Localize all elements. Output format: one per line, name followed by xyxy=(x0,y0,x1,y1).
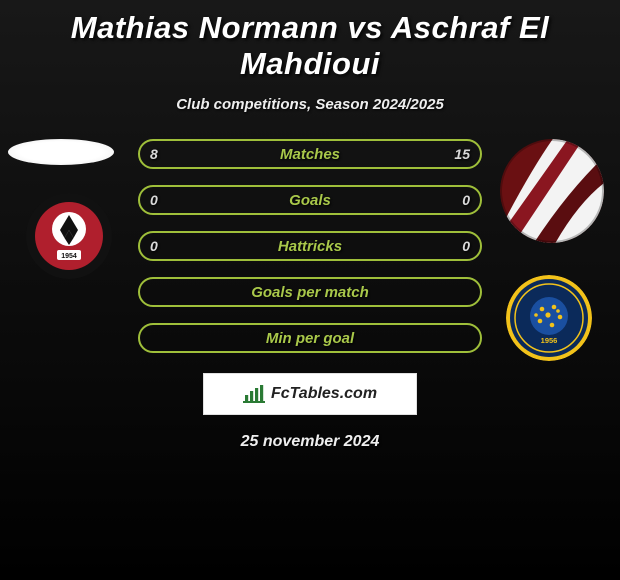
stat-row: 0 Hattricks 0 xyxy=(138,231,482,261)
club2-year: 1956 xyxy=(541,336,558,345)
stat-label: Hattricks xyxy=(278,238,342,255)
brand-box: FcTables.com xyxy=(203,373,417,415)
stat-left-value: 0 xyxy=(150,192,158,208)
stat-label: Goals xyxy=(289,192,331,209)
stat-label: Goals per match xyxy=(251,284,369,301)
page-title: Mathias Normann vs Aschraf El Mahdioui xyxy=(0,0,620,82)
stat-row: 8 Matches 15 xyxy=(138,139,482,169)
bar-chart-icon xyxy=(243,385,265,403)
stat-left-value: 8 xyxy=(150,146,158,162)
comparison-area: 1954 1956 8 Matches 15 0 Goals 0 0 Hattricks 0 Go… xyxy=(0,139,620,369)
stat-left-value: 0 xyxy=(150,238,158,254)
stat-row: Min per goal xyxy=(138,323,482,353)
club2-badge: 1956 xyxy=(506,275,592,361)
date-line: 25 november 2024 xyxy=(0,433,620,451)
subtitle: Club competitions, Season 2024/2025 xyxy=(0,96,620,113)
stat-row: 0 Goals 0 xyxy=(138,185,482,215)
stat-rows: 8 Matches 15 0 Goals 0 0 Hattricks 0 Goals per ma… xyxy=(138,139,482,369)
stat-label: Min per goal xyxy=(266,330,354,347)
stat-right-value: 0 xyxy=(462,192,470,208)
player2-avatar xyxy=(500,139,604,243)
brand-text: FcTables.com xyxy=(271,385,377,403)
stat-right-value: 0 xyxy=(462,238,470,254)
stat-label: Matches xyxy=(280,146,340,163)
club1-badge: 1954 xyxy=(26,193,112,279)
stat-right-value: 15 xyxy=(454,146,470,162)
player1-avatar xyxy=(8,139,114,165)
stat-row: Goals per match xyxy=(138,277,482,307)
club1-year: 1954 xyxy=(61,253,77,260)
